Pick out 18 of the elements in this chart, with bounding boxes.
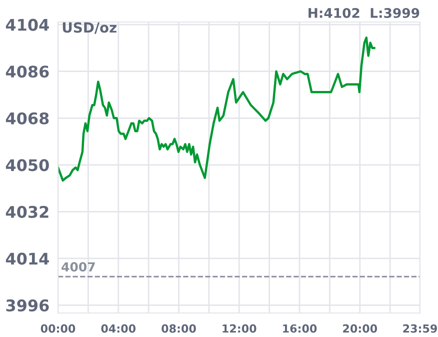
x-tick-label: 12:00	[222, 324, 256, 333]
y-tick-label: 4086	[6, 66, 49, 78]
y-axis-title: USD/oz	[62, 22, 116, 34]
y-tick-label: 4032	[6, 206, 48, 218]
y-tick-label: 4014	[6, 252, 49, 265]
x-tick-label: 04:00	[101, 324, 136, 333]
y-tick-label: 4050	[6, 159, 49, 172]
ref-line-label: 4007	[62, 262, 95, 272]
x-tick-label: 23:59	[403, 324, 437, 333]
y-tick-label: 4104	[6, 18, 49, 31]
x-tick-label: 16:00	[283, 324, 317, 333]
line-series	[58, 36, 376, 182]
y-tick-label: 3996	[6, 299, 49, 312]
x-tick-label: 00:00	[40, 324, 76, 333]
y-tick-label: 4068	[6, 112, 49, 124]
x-tick-label: 08:00	[162, 324, 196, 333]
text: H:4102 L:3999	[308, 8, 420, 18]
x-tick-label: 20:00	[343, 324, 378, 333]
